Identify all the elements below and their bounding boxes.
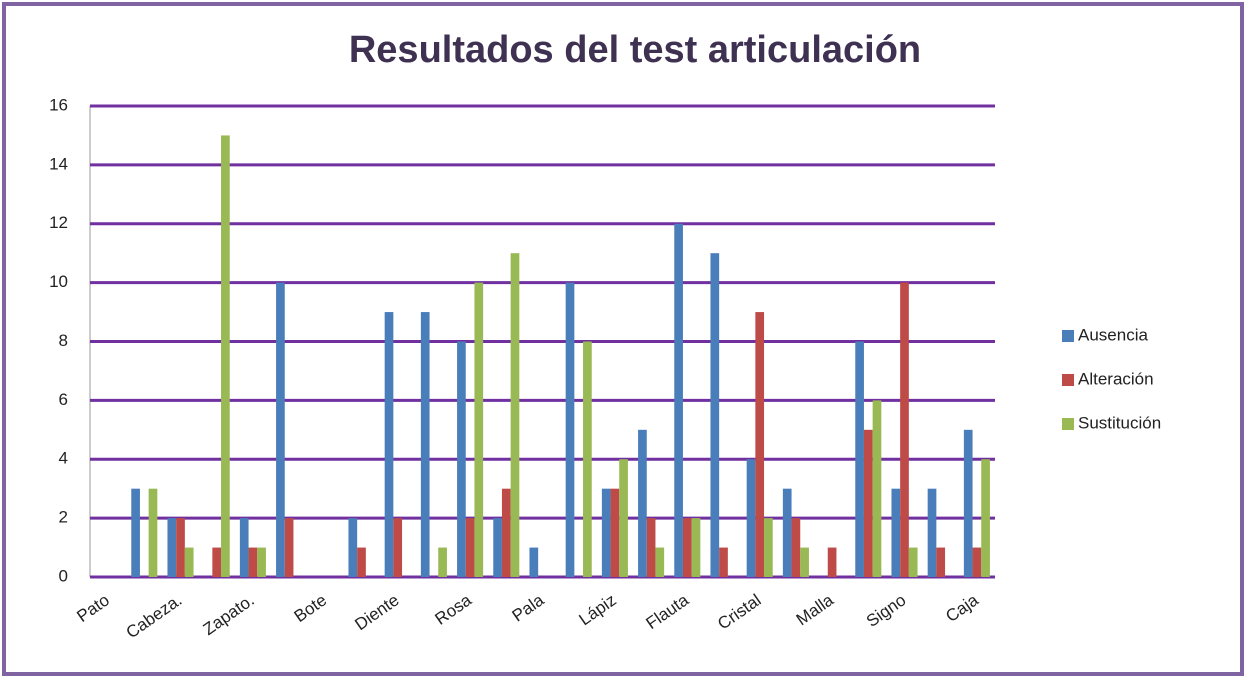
bar [800,547,809,577]
bar [148,488,158,577]
bar [827,547,837,577]
bar [248,547,258,577]
bar [212,547,222,577]
bar [972,547,982,577]
bar [284,518,294,577]
bar [457,341,466,577]
bar [465,518,475,577]
y-tick-label: 8 [59,331,68,350]
legend-swatch [1062,330,1074,342]
legend-label: Sustitución [1078,413,1161,432]
bar [710,253,720,577]
bar [755,312,765,577]
y-tick-label: 0 [59,566,68,585]
bar [764,518,773,577]
y-tick-label: 6 [59,390,68,409]
bar [221,135,230,577]
bar [131,488,140,577]
bar [682,518,692,577]
bar [420,312,430,577]
bar [393,518,403,577]
legend-label: Alteración [1078,369,1154,388]
bar [691,518,701,577]
bar [510,253,520,577]
bar [438,547,447,577]
bar [583,341,592,577]
y-tick-label: 14 [49,154,68,173]
legend-label: Ausencia [1078,325,1148,344]
bar [963,429,973,577]
bar [176,518,185,577]
bar [619,459,628,577]
bar [900,282,909,577]
bar [601,488,611,577]
y-tick-label: 10 [49,272,68,291]
bar [501,488,511,577]
bar [348,518,358,577]
bar [927,488,937,577]
bar [239,518,249,577]
bar [638,429,647,577]
bar [384,312,394,577]
bar [746,459,756,577]
bar [674,223,683,577]
bar [908,547,918,577]
bar [529,547,539,577]
bar [863,429,873,577]
bar [357,547,366,577]
bar [474,282,484,577]
y-tick-label: 4 [59,449,68,468]
bar [855,341,864,577]
bar [167,518,177,577]
bar [655,547,665,577]
bar [981,459,990,577]
bar [791,518,801,577]
bar [257,547,266,577]
y-tick-label: 12 [49,213,68,232]
bar [646,518,656,577]
bar [276,282,285,577]
bar [782,488,792,577]
bar [719,547,728,577]
bar [493,518,502,577]
bar [565,282,575,577]
bar [184,547,194,577]
bar [610,488,620,577]
y-tick-label: 2 [59,508,68,527]
bar [891,488,901,577]
chart-title: Resultados del test articulación [349,29,921,71]
legend-swatch [1062,374,1074,386]
y-tick-label: 16 [49,95,68,114]
bar [936,547,946,577]
legend-swatch [1062,418,1074,430]
bar [872,400,882,577]
